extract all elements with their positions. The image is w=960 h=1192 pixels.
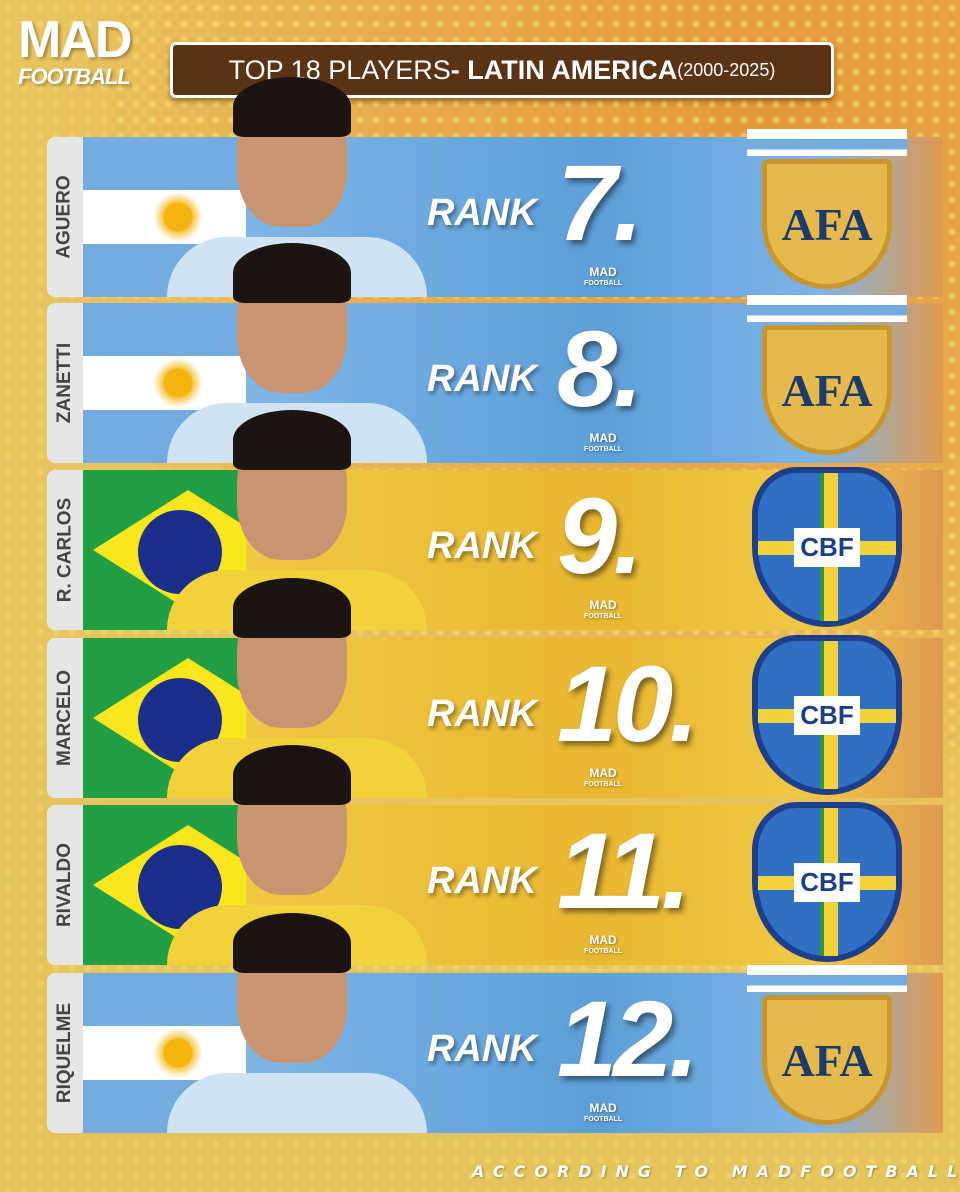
player-name-tab: RIVALDO [47, 805, 83, 965]
player-hair [233, 745, 351, 805]
watermark: MAD FOOTBALL [584, 1101, 623, 1123]
rank-label: RANK [427, 525, 537, 567]
cbf-crest-icon: CBF [747, 797, 907, 967]
player-hair [233, 913, 351, 973]
watermark: MAD FOOTBALL [584, 598, 623, 620]
cbf-shield: CBF [752, 635, 902, 795]
cbf-crest-icon: CBF [747, 630, 907, 800]
cbf-shield: CBF [752, 467, 902, 627]
watermark: MAD FOOTBALL [584, 431, 623, 453]
player-card: RIVALDO RANK 11. MAD FOOTBALL CBF [47, 745, 947, 965]
sun-of-may-icon [153, 1028, 203, 1078]
player-card: MARCELO RANK 10. MAD FOOTBALL CBF [47, 578, 947, 798]
rank-number: 7. [557, 142, 643, 263]
player-hair [233, 243, 351, 303]
player-card: R. CARLOS RANK 9. MAD FOOTBALL CBF [47, 410, 947, 630]
page-title: TOP 18 PLAYERS - LATIN AMERICA (2000-2025) [170, 42, 834, 98]
sun-of-may-icon [153, 358, 203, 408]
player-name: RIVALDO [54, 842, 75, 928]
mad-football-logo: MAD FOOTBALL [18, 11, 132, 89]
rank-number: 9. [557, 475, 643, 596]
player-name-tab: AGUERO [47, 137, 83, 297]
rank-label: RANK [427, 693, 537, 735]
rank-label: RANK [427, 1028, 537, 1070]
player-card: ZANETTI RANK 8. MAD FOOTBALL AFA [47, 243, 947, 465]
afa-crest-icon: AFA [747, 965, 907, 1135]
rank-number: 8. [557, 308, 643, 429]
sun-of-may-icon [153, 192, 203, 242]
afa-crest-icon: AFA [747, 129, 907, 299]
player-name: ZANETTI [54, 342, 75, 424]
rank-number: 11. [557, 810, 691, 931]
player-name: R. CARLOS [54, 497, 75, 603]
player-name: RIQUELME [54, 1002, 75, 1104]
player-name: AGUERO [54, 175, 75, 259]
player-hair [233, 578, 351, 638]
player-card: RIQUELME RANK 12. MAD FOOTBALL AFA [47, 913, 947, 1135]
watermark: MAD FOOTBALL [584, 933, 623, 955]
rank-number: 12. [557, 978, 699, 1099]
rank-label: RANK [427, 860, 537, 902]
watermark: MAD FOOTBALL [584, 766, 623, 788]
rank-label: RANK [427, 192, 537, 234]
player-hair [233, 77, 351, 137]
cbf-crest-icon: CBF [747, 462, 907, 632]
player-name: MARCELO [54, 669, 75, 767]
player-photo [167, 410, 427, 630]
rank-label: RANK [427, 358, 537, 400]
player-hair [233, 410, 351, 470]
player-name-tab: RIQUELME [47, 973, 83, 1133]
player-photo [167, 913, 427, 1133]
watermark: MAD FOOTBALL [584, 265, 623, 287]
player-name-tab: ZANETTI [47, 303, 83, 463]
player-shirt [167, 1073, 427, 1133]
afa-crest-icon: AFA [747, 295, 907, 465]
footer-credit: ACCORDING TO MADFOOTBALL [472, 1162, 960, 1181]
player-name-tab: R. CARLOS [47, 470, 83, 630]
cbf-shield: CBF [752, 802, 902, 962]
player-name-tab: MARCELO [47, 638, 83, 798]
rank-number: 10. [557, 643, 699, 764]
